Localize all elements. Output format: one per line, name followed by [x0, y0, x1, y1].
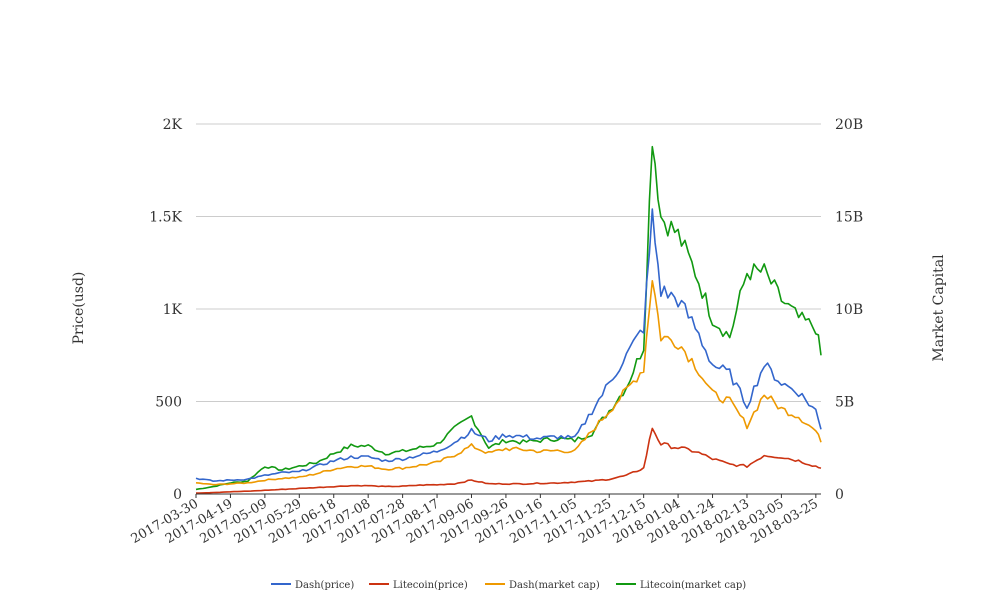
legend-label-litecoin-price: Litecoin(price) — [393, 580, 468, 591]
legend-label-dash-market-cap: Dash(market cap) — [509, 580, 600, 591]
series-line-dash-price — [195, 208, 822, 482]
y-axis-left-ticks: 0 500 1K 1.5K 2K — [149, 117, 182, 503]
y-tick-label-right: 20B — [835, 117, 863, 133]
gridlines — [196, 123, 821, 402]
series-line-litecoin-price — [195, 427, 822, 494]
y-tick-label-left: 500 — [155, 395, 182, 411]
y-axis-left-title: Price(usd) — [71, 272, 87, 345]
y-tick-label-right: 5B — [835, 395, 854, 411]
y-tick-label-left: 2K — [163, 117, 183, 133]
y-axis-right-ticks: 0 5B 10B 15B 20B — [835, 117, 863, 503]
x-axis-ticks: 2017-03-302017-04-192017-05-092017-05-29… — [129, 494, 821, 547]
y-tick-label-left: 1.5K — [149, 210, 182, 226]
series-line-litecoin-market-cap — [195, 145, 822, 491]
y-axis-right-title: Market Capital — [931, 254, 947, 362]
y-tick-label-right: 15B — [835, 210, 863, 226]
series-line-dash-market-cap — [195, 280, 822, 486]
series-lines — [195, 145, 822, 494]
y-tick-label-left: 0 — [173, 487, 182, 503]
y-tick-label-left: 1K — [163, 302, 183, 318]
legend-label-dash-price: Dash(price) — [295, 580, 354, 591]
legend: Dash(price) Litecoin(price) Dash(market ca… — [271, 580, 746, 591]
y-tick-label-right: 10B — [835, 302, 863, 318]
legend-label-litecoin-market-cap: Litecoin(market cap) — [640, 580, 746, 591]
y-tick-label-right: 0 — [835, 487, 844, 503]
